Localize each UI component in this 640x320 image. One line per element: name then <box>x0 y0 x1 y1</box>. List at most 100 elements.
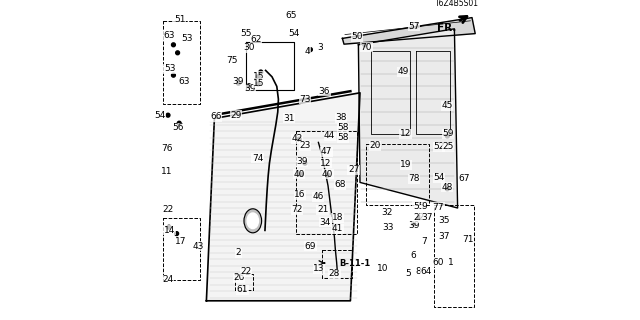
Text: 62: 62 <box>250 36 262 44</box>
Text: 23: 23 <box>299 141 310 150</box>
Text: 65: 65 <box>285 12 297 20</box>
Text: 14: 14 <box>164 226 175 235</box>
Circle shape <box>237 81 241 85</box>
Circle shape <box>300 172 303 176</box>
Text: 57: 57 <box>408 22 419 31</box>
Text: 1: 1 <box>449 258 454 267</box>
Text: 49: 49 <box>397 68 409 76</box>
Text: 25: 25 <box>442 142 454 151</box>
Text: 39: 39 <box>408 221 420 230</box>
Polygon shape <box>358 29 458 208</box>
Text: 12: 12 <box>400 129 411 138</box>
Text: 72: 72 <box>291 205 302 214</box>
Text: 54: 54 <box>434 173 445 182</box>
Text: 22: 22 <box>240 268 252 276</box>
Text: 54: 54 <box>154 111 166 120</box>
Text: 46: 46 <box>312 192 323 201</box>
Text: 4: 4 <box>305 47 310 56</box>
Text: 55: 55 <box>241 29 252 38</box>
Text: 9: 9 <box>421 202 427 211</box>
Text: 41: 41 <box>332 224 343 233</box>
Text: 39: 39 <box>244 84 255 93</box>
Text: 39: 39 <box>296 157 307 166</box>
Circle shape <box>175 51 179 55</box>
Text: 56: 56 <box>172 124 183 132</box>
Text: 2: 2 <box>236 248 241 257</box>
Text: 73: 73 <box>300 95 311 104</box>
Text: 48: 48 <box>442 183 453 192</box>
Text: 78: 78 <box>408 174 419 183</box>
Text: 33: 33 <box>383 223 394 232</box>
Text: 31: 31 <box>284 114 294 123</box>
Text: FR.: FR. <box>437 23 457 33</box>
Text: 17: 17 <box>175 237 186 246</box>
Circle shape <box>256 75 260 79</box>
Circle shape <box>417 216 421 220</box>
Circle shape <box>303 161 307 165</box>
Circle shape <box>177 121 181 125</box>
Text: 26: 26 <box>234 273 245 282</box>
Text: 5: 5 <box>405 269 411 278</box>
Text: 53: 53 <box>164 64 175 73</box>
Text: 47: 47 <box>321 148 332 156</box>
Text: 74: 74 <box>252 154 263 163</box>
Text: 64: 64 <box>421 267 432 276</box>
Circle shape <box>172 73 175 77</box>
Text: 63: 63 <box>164 31 175 40</box>
Text: 61: 61 <box>237 285 248 294</box>
Text: 58: 58 <box>337 133 349 142</box>
Text: 13: 13 <box>314 264 324 273</box>
Text: 44: 44 <box>324 132 335 140</box>
Circle shape <box>363 43 367 47</box>
Circle shape <box>445 187 449 191</box>
Text: 37: 37 <box>438 232 450 241</box>
Text: 55: 55 <box>413 202 424 211</box>
Circle shape <box>247 84 251 88</box>
Text: 60: 60 <box>432 258 444 267</box>
Text: 66: 66 <box>211 112 221 121</box>
Text: 38: 38 <box>335 113 346 122</box>
Circle shape <box>412 222 416 226</box>
Text: 77: 77 <box>433 203 444 212</box>
Text: 70: 70 <box>361 43 372 52</box>
Text: 58: 58 <box>337 124 349 132</box>
Text: 34: 34 <box>320 218 331 227</box>
Text: 24: 24 <box>163 276 173 284</box>
Circle shape <box>259 70 263 74</box>
Text: 39: 39 <box>233 77 244 86</box>
Circle shape <box>445 134 449 138</box>
Circle shape <box>256 82 260 86</box>
Text: 12: 12 <box>320 159 332 168</box>
Text: 68: 68 <box>335 180 346 189</box>
Text: 36: 36 <box>319 87 330 96</box>
Text: 20: 20 <box>369 141 381 150</box>
Circle shape <box>167 225 171 229</box>
Text: 69: 69 <box>305 242 316 251</box>
Text: 40: 40 <box>322 170 333 179</box>
Text: 21: 21 <box>317 205 328 214</box>
Circle shape <box>175 232 179 236</box>
Text: 15: 15 <box>253 79 265 88</box>
Text: 42: 42 <box>291 134 303 143</box>
Text: 16: 16 <box>294 190 305 199</box>
Text: 52: 52 <box>434 142 445 151</box>
Text: 53: 53 <box>182 34 193 43</box>
Text: T6Z4B5S01: T6Z4B5S01 <box>435 0 479 8</box>
Text: 54: 54 <box>289 29 300 38</box>
Text: 6: 6 <box>410 252 415 260</box>
Text: 7: 7 <box>421 237 427 246</box>
Text: 67: 67 <box>458 174 470 183</box>
Text: 63: 63 <box>179 77 189 86</box>
Polygon shape <box>206 93 360 301</box>
Text: 18: 18 <box>332 213 343 222</box>
Text: 28: 28 <box>329 269 340 278</box>
Text: 75: 75 <box>227 56 237 65</box>
Circle shape <box>172 43 175 47</box>
Circle shape <box>297 137 301 141</box>
Text: 29: 29 <box>230 111 242 120</box>
Text: 3: 3 <box>317 44 323 52</box>
Text: 22: 22 <box>413 213 424 222</box>
Text: 8: 8 <box>416 267 421 276</box>
Text: 22: 22 <box>163 205 173 214</box>
Text: 10: 10 <box>377 264 388 273</box>
